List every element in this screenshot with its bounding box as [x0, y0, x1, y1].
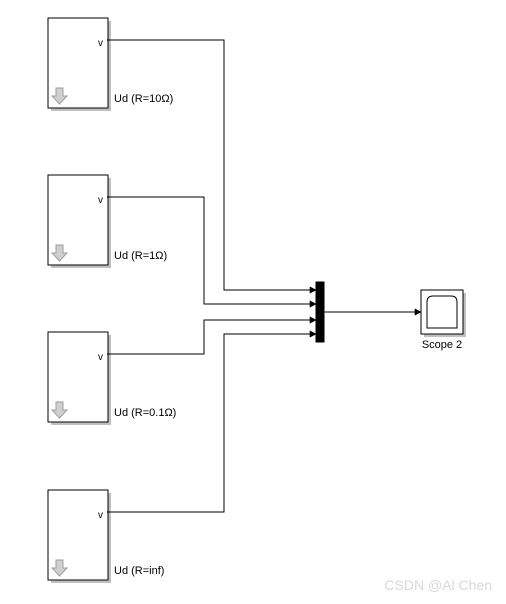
port-label: v [98, 352, 103, 363]
subsystem-4[interactable]: v Ud (R=inf) [48, 490, 164, 583]
subsystem-3[interactable]: v Ud (R=0.1Ω) [48, 332, 176, 425]
subsystem-label: Ud (R=1Ω) [114, 250, 167, 262]
port-label: v [98, 38, 103, 49]
subsystem-label: Ud (R=inf) [114, 565, 164, 577]
subsystem-1[interactable]: v Ud (R=10Ω) [48, 18, 173, 111]
subsystem-2[interactable]: v Ud (R=1Ω) [48, 175, 167, 268]
scope-label: Scope 2 [422, 339, 462, 351]
scope-screen-icon [427, 296, 457, 328]
port-label: v [98, 195, 103, 206]
port-label: v [98, 510, 103, 521]
signal-wire [108, 334, 316, 512]
mux-block[interactable] [316, 282, 324, 342]
signal-wire [108, 320, 316, 354]
subsystem-label: Ud (R=10Ω) [114, 93, 173, 105]
watermark: CSDN @Al Chen [384, 577, 492, 593]
subsystem-label: Ud (R=0.1Ω) [114, 407, 176, 419]
scope-block[interactable]: Scope 2 [421, 290, 466, 351]
